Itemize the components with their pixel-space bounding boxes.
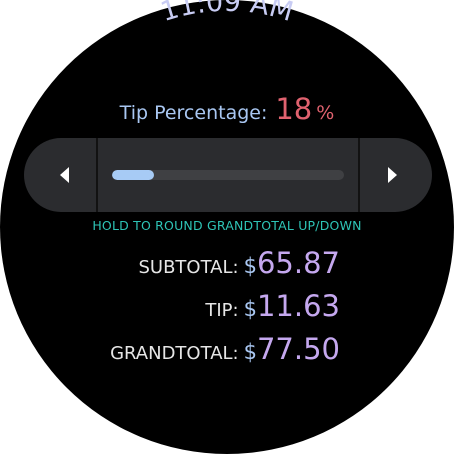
tip-slider-track[interactable] [112, 170, 344, 180]
grandtotal-row[interactable]: GRANDTOTAL: $ 77.50 [110, 332, 340, 372]
tip-percentage-value: 18 [275, 92, 313, 126]
tip-percentage-label: Tip Percentage: [119, 102, 268, 124]
triangle-left-icon [59, 167, 69, 183]
tip-amount-label: TIP: [205, 300, 239, 321]
tip-row: TIP: $ 11.63 [205, 289, 340, 329]
clock-time-text: 11:09 AM [157, 0, 296, 28]
decrease-tip-button[interactable] [24, 138, 98, 212]
tip-amount-currency: $ [243, 297, 257, 321]
grandtotal-value[interactable]: 77.50 [256, 332, 340, 366]
triangle-right-icon [387, 167, 397, 183]
tip-slider-fill [112, 170, 154, 180]
clock: 11:09 AM [157, 0, 296, 28]
clock-time: 11:09 AM [157, 0, 296, 28]
tip-percentage-row: Tip Percentage: 18 % [0, 92, 454, 128]
grandtotal-label: GRANDTOTAL: [110, 343, 239, 364]
subtotal-currency: $ [243, 254, 257, 278]
tip-percentage-unit: % [316, 102, 335, 124]
tip-slider[interactable] [24, 138, 432, 212]
tip-amount-value: 11.63 [256, 289, 340, 323]
increase-tip-button[interactable] [358, 138, 432, 212]
subtotal-value: 65.87 [256, 246, 340, 280]
grandtotal-currency: $ [243, 340, 257, 364]
round-hint: HOLD TO ROUND GRANDTOTAL UP/DOWN [92, 218, 362, 233]
subtotal-row: SUBTOTAL: $ 65.87 [138, 246, 340, 286]
subtotal-label: SUBTOTAL: [138, 257, 239, 278]
